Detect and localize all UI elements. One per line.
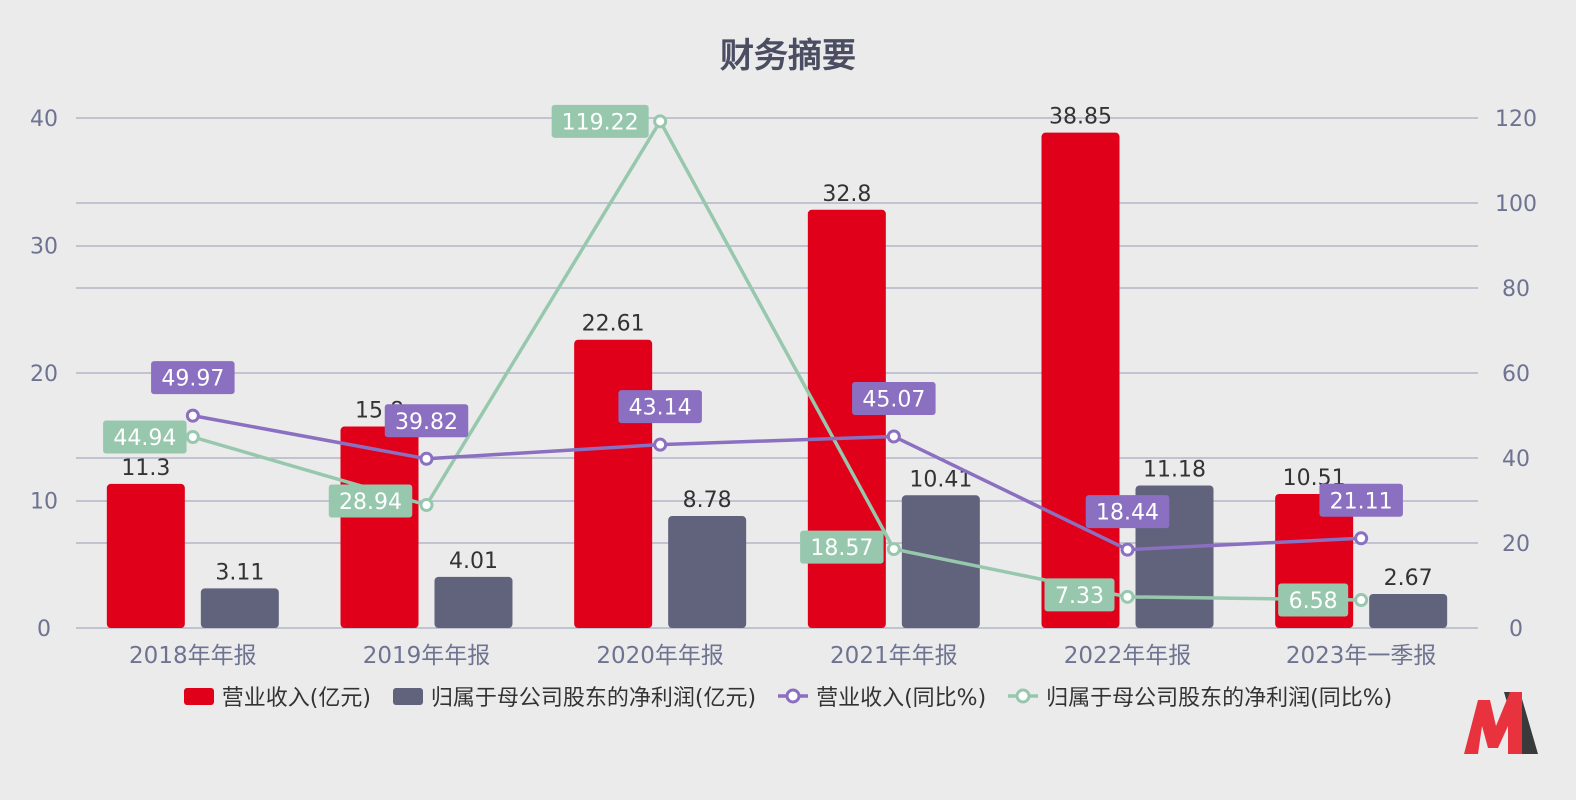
legend-label: 归属于母公司股东的净利润(同比%): [1046, 686, 1393, 711]
legend-line-swatch: [778, 688, 809, 704]
line-point: [1120, 589, 1135, 604]
bar: [574, 339, 653, 628]
bar-data-label: 38.85: [1049, 105, 1112, 130]
line-data-label: 18.57: [810, 536, 873, 561]
legend-item: 归属于母公司股东的净利润(同比%): [1008, 680, 1392, 712]
line-data-label: 49.97: [161, 367, 224, 392]
legend-label: 归属于母公司股东的净利润(亿元): [430, 686, 757, 711]
x-axis-tick-label: 2023年一季报: [1286, 643, 1437, 669]
right-axis-tick-label: 40: [1502, 447, 1530, 472]
line-data-label: 44.94: [113, 426, 176, 451]
line-point: [185, 430, 200, 445]
left-axis-tick-label: 10: [30, 490, 58, 515]
x-axis-tick-label: 2018年年报: [129, 643, 257, 669]
line-point: [185, 408, 200, 423]
legend: 营业收入(亿元) 归属于母公司股东的净利润(亿元) 营业收入(同比%) 归属于母公司股…: [0, 680, 1576, 712]
left-axis-tick-label: 20: [30, 362, 58, 387]
right-axis-tick-label: 100: [1495, 192, 1537, 217]
left-axis-tick-label: 0: [37, 617, 51, 642]
bar: [807, 209, 886, 629]
line-data-label: 6.58: [1289, 589, 1338, 614]
plot-area: 0 10 20 30 40 0 20 40 60 80 100 120 2018年年报 2019年年报 20…: [30, 104, 1537, 669]
line-point: [419, 451, 434, 466]
line-data-label: 28.94: [339, 490, 402, 515]
line-point: [1354, 593, 1369, 608]
logo-red-stroke: [1464, 692, 1522, 754]
chart-title: 财务摘要: [720, 36, 856, 76]
legend-bar-swatch: [392, 687, 423, 705]
bar-data-label: 11.18: [1143, 457, 1206, 482]
x-axis-tick-label: 2019年年报: [363, 643, 491, 669]
right-axis-tick-label: 120: [1495, 107, 1537, 132]
legend-item: 营业收入(亿元): [183, 680, 371, 712]
series-line: [192, 413, 1362, 552]
line-data-label: 43.14: [629, 396, 692, 421]
legend-item: 归属于母公司股东的净利润(亿元): [392, 680, 757, 712]
legend-line-swatch: [1008, 688, 1039, 704]
right-axis-tick-label: 20: [1502, 532, 1530, 557]
line-data-label: 119.22: [562, 110, 639, 135]
line-point: [886, 429, 901, 444]
line-data-label-box: [551, 104, 649, 138]
bar: [901, 495, 980, 628]
line-data-label: 39.82: [395, 410, 458, 435]
bar-data-label: 11.3: [121, 456, 170, 481]
line-data-label: 18.44: [1096, 501, 1159, 526]
line-point: [1120, 542, 1135, 557]
bar-data-label: 8.78: [683, 488, 732, 513]
bar: [434, 576, 513, 628]
bar: [668, 516, 747, 628]
line-data-label: 45.07: [862, 387, 925, 412]
bar-data-label: 22.61: [582, 312, 645, 337]
line-data-label: 7.33: [1055, 584, 1104, 609]
bar-data-label: 2.67: [1384, 566, 1433, 591]
line-data-label-box: [328, 484, 413, 518]
line-point: [886, 542, 901, 557]
x-axis-tick-label: 2020年年报: [596, 643, 724, 669]
bar-data-label: 3.11: [215, 560, 264, 585]
bar: [200, 588, 279, 628]
line-data-label: 21.11: [1330, 489, 1393, 514]
line-point: [653, 114, 668, 129]
line-point: [653, 437, 668, 452]
bar: [1369, 593, 1448, 628]
right-axis-tick-label: 80: [1502, 277, 1530, 302]
bar: [106, 483, 185, 628]
legend-label: 营业收入(亿元): [221, 686, 371, 711]
line-data-label-box: [852, 381, 936, 415]
bar-data-label: 4.01: [449, 549, 498, 574]
x-axis-tick-label: 2022年年报: [1064, 643, 1192, 669]
line-data-label-box: [1278, 583, 1349, 617]
line-data-label-box: [618, 390, 702, 424]
x-axis-tick-label: 2021年年报: [830, 643, 958, 669]
legend-item: 营业收入(同比%): [778, 680, 986, 712]
line-point: [1354, 531, 1369, 546]
left-axis-tick-label: 40: [30, 107, 58, 132]
line-data-label-box: [103, 420, 187, 454]
line-data-label-box: [800, 530, 884, 564]
brand-logo-icon: [1464, 692, 1538, 754]
bar: [340, 426, 419, 628]
legend-bar-swatch: [183, 687, 214, 705]
line-data-label-box: [1085, 495, 1170, 529]
right-axis-tick-label: 0: [1509, 617, 1523, 642]
bar-data-label: 32.8: [822, 182, 871, 207]
bar-data-label: 10.41: [909, 467, 972, 492]
legend-label: 营业收入(同比%): [816, 686, 987, 711]
line-data-label-box: [384, 404, 469, 438]
line-data-label-box: [1319, 483, 1403, 517]
line-data-label-box: [1044, 578, 1115, 612]
right-axis-tick-label: 60: [1502, 362, 1530, 387]
line-data-label-box: [151, 361, 235, 395]
left-axis-tick-label: 30: [30, 235, 58, 260]
line-point: [419, 498, 434, 513]
bar: [1041, 132, 1120, 628]
